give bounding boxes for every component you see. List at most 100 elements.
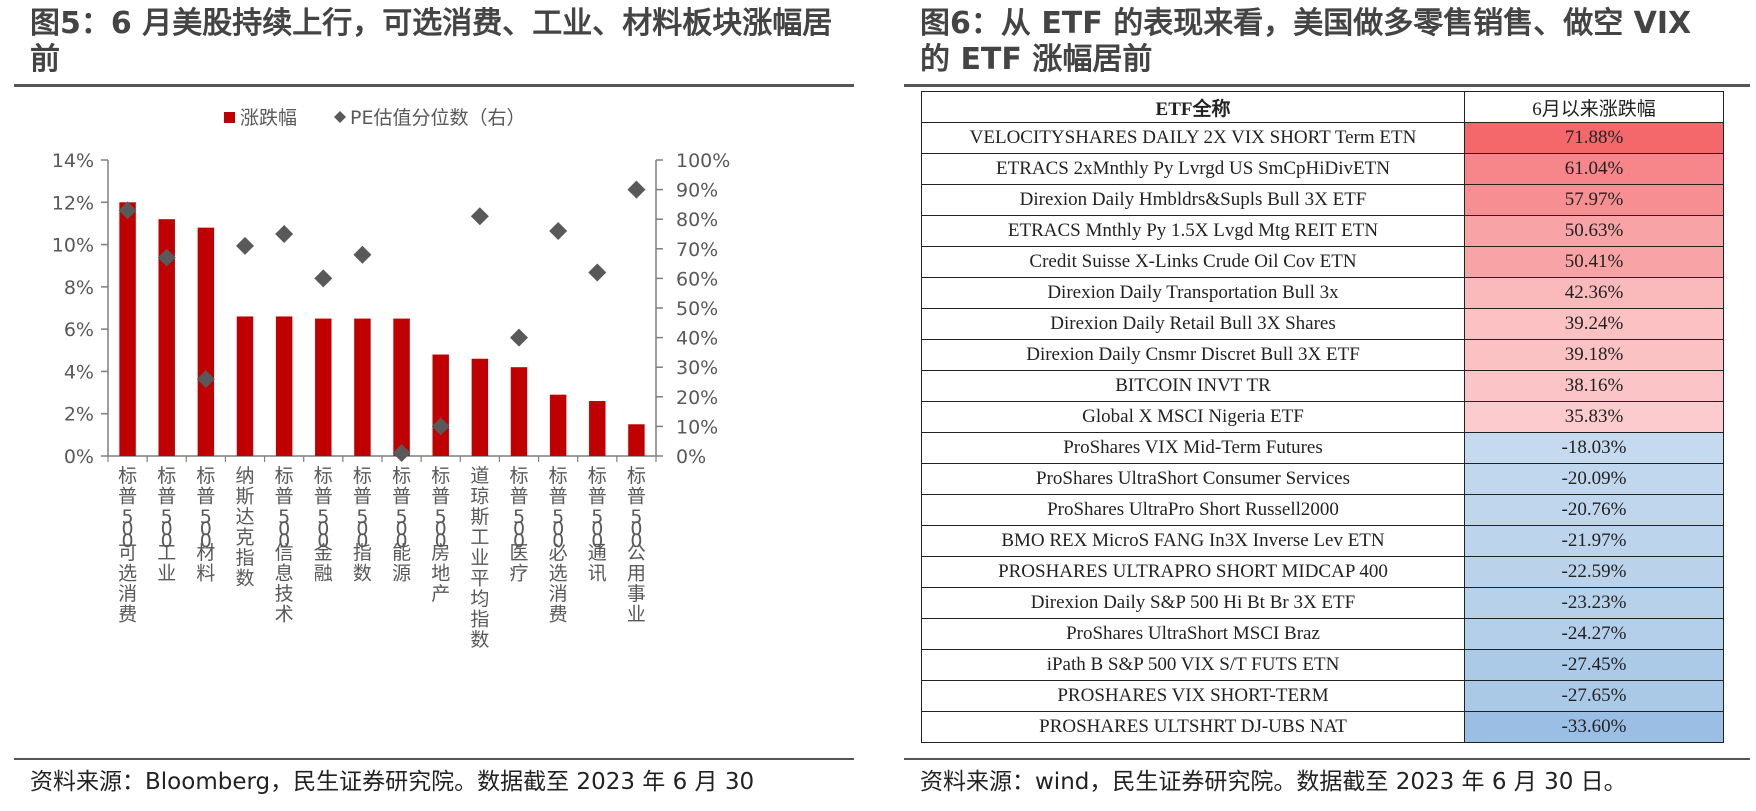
category-label: 纳斯达克指数 [235, 465, 254, 590]
pe-marker [549, 222, 568, 241]
chart-axes: 0% 2% 4% 6% 8% 10% 12% 14% 0% 10% 20% 30% 40% 50% 60% 7… [52, 150, 731, 468]
etf-name-cell: ProShares UltraPro Short Russell2000 [921, 494, 1465, 526]
etf-name-cell: Global X MSCI Nigeria ETF [921, 401, 1465, 433]
etf-change-cell: -20.76% [1464, 494, 1724, 526]
right-figure-title: 图6：从 ETF 的表现来看，美国做多零售销售、做空 VIX 的 ETF 涨幅居… [920, 6, 1692, 77]
bar [158, 219, 175, 456]
category-label: 标普 5 0 0 信息技术 [275, 465, 294, 626]
etf-change-cell: -23.23% [1464, 587, 1724, 619]
etf-change-cell: 35.83% [1464, 401, 1724, 433]
etf-change-cell: -18.03% [1464, 432, 1724, 464]
left-axis-tick-label: 14% [52, 150, 94, 172]
etf-name-cell: ProShares UltraShort Consumer Services [921, 463, 1465, 495]
right-axis-tick-label: 100% [676, 150, 730, 172]
right-axis-tick-label: 80% [676, 209, 718, 231]
pe-marker [627, 180, 646, 199]
etf-name-cell: Direxion Daily Hmbldrs&Supls Bull 3X ETF [921, 184, 1465, 216]
category-label: 标普 5 0 0 医疗 [509, 465, 528, 585]
bar [471, 358, 489, 456]
right-axis-tick-label: 50% [676, 298, 718, 320]
left-axis-tick-label: 4% [64, 361, 94, 383]
table-row: Direxion Daily Hmbldrs&Supls Bull 3X ETF… [921, 184, 1724, 216]
bar [315, 318, 332, 456]
etf-name-cell: VELOCITYSHARES DAILY 2X VIX SHORT Term E… [921, 122, 1465, 154]
etf-name-cell: Direxion Daily Cnsmr Discret Bull 3X ETF [921, 339, 1465, 371]
category-label: 标普 5 0 0 指数 [353, 465, 372, 585]
legend-diamond-label: PE估值分位数（右） [350, 107, 525, 129]
left-axis-tick-label: 10% [52, 235, 94, 257]
etf-change-cell: 57.97% [1464, 184, 1724, 216]
table-row: iPath B S&P 500 VIX S/T FUTS ETN -27.45% [921, 649, 1724, 681]
bar [628, 424, 645, 456]
etf-change-cell: 71.88% [1464, 122, 1724, 154]
right-axis-tick-label: 40% [676, 328, 718, 350]
etf-change-cell: -27.65% [1464, 680, 1724, 712]
etf-name-cell: Direxion Daily S&P 500 Hi Bt Br 3X ETF [921, 587, 1465, 619]
bar [236, 316, 254, 456]
pe-marker [236, 236, 254, 255]
etf-name-cell: PROSHARES ULTSHRT DJ-UBS NAT [921, 711, 1465, 743]
bar [354, 318, 371, 456]
category-label: 标普 5 0 0 金融 [314, 465, 333, 585]
bar [432, 354, 449, 456]
table-row: Direxion Daily Transportation Bull 3x 42.… [921, 277, 1724, 309]
chart-legend: 涨跌幅 PE估值分位数（右） [224, 107, 525, 129]
left-figure-title: 图5：6 月美股持续上行，可选消费、工业、材料板块涨幅居前 [30, 6, 833, 77]
legend-bar-label: 涨跌幅 [240, 107, 297, 129]
pe-marker [353, 245, 372, 264]
left-source-note: 资料来源：Bloomberg，民生证券研究院。数据截至 2023 年 6 月 3… [30, 769, 755, 795]
category-labels: 标普 5 0 0 可选消费 标普 5 0 0 工业 标普 5 0 0 材料 纳斯达克指数 标普 5 0 0 信息技术 标普… [118, 465, 646, 651]
etf-name-cell: Credit Suisse X-Links Crude Oil Cov ETN [921, 246, 1465, 278]
right-axis-tick-label: 30% [676, 357, 718, 379]
table-row: PROSHARES ULTSHRT DJ-UBS NAT -33.60% [921, 711, 1724, 743]
pe-marker [314, 269, 333, 288]
pe-marker [588, 263, 607, 282]
bar-series [119, 202, 645, 456]
etf-name-cell: BITCOIN INVT TR [921, 370, 1465, 402]
etf-change-cell: 42.36% [1464, 277, 1724, 309]
category-label: 道琼斯工业平均指数 [470, 465, 489, 651]
bar [589, 401, 606, 456]
left-axis-tick-label: 8% [64, 277, 94, 299]
pe-marker [196, 370, 215, 389]
left-axis-tick-label: 6% [64, 319, 94, 341]
right-title-rule [904, 84, 1750, 87]
pe-marker [510, 328, 528, 347]
right-axis-tick-label: 60% [676, 268, 718, 290]
etf-change-cell: 39.18% [1464, 339, 1724, 371]
left-axis-tick-label: 12% [52, 192, 94, 214]
etf-performance-table: ETF全称 6月以来涨跌幅 VELOCITYSHARES DAILY 2X VI… [921, 91, 1724, 743]
etf-name-cell: iPath B S&P 500 VIX S/T FUTS ETN [921, 649, 1465, 681]
table-row: Direxion Daily S&P 500 Hi Bt Br 3X ETF -2… [921, 587, 1724, 619]
etf-change-cell: -24.27% [1464, 618, 1724, 650]
pe-marker [275, 225, 294, 243]
table-row: ProShares UltraPro Short Russell2000 -20.… [921, 494, 1724, 526]
etf-name-cell: ETRACS Mnthly Py 1.5X Lvgd Mtg REIT ETN [921, 215, 1465, 247]
table-row: ProShares UltraShort MSCI Braz -24.27% [921, 618, 1724, 650]
etf-change-cell: 38.16% [1464, 370, 1724, 402]
left-axis-tick-label: 0% [64, 446, 94, 468]
pe-percentile-series [118, 180, 646, 463]
table-row: ETRACS Mnthly Py 1.5X Lvgd Mtg REIT ETN 5… [921, 215, 1724, 247]
right-source-note: 资料来源：wind，民生证券研究院。数据截至 2023 年 6 月 30 日。 [920, 769, 1627, 795]
table-row: ETRACS 2xMnthly Py Lvrgd US SmCpHiDivETN… [921, 153, 1724, 185]
table-row: ProShares VIX Mid-Term Futures -18.03% [921, 432, 1724, 464]
etf-name-cell: Direxion Daily Transportation Bull 3x [921, 277, 1465, 309]
table-row: Direxion Daily Retail Bull 3X Shares 39.2… [921, 308, 1724, 340]
left-bottom-rule [14, 758, 854, 760]
etf-change-cell: -21.97% [1464, 525, 1724, 557]
table-row: ProShares UltraShort Consumer Services -2… [921, 463, 1724, 495]
right-axis-tick-label: 0% [676, 446, 706, 468]
category-label: 标普 5 0 0 房地产 [431, 465, 450, 605]
table-row: Credit Suisse X-Links Crude Oil Cov ETN 5… [921, 246, 1724, 278]
etf-name-cell: BMO REX MicroS FANG In3X Inverse Lev ETN [921, 525, 1465, 557]
table-row: BITCOIN INVT TR 38.16% [921, 370, 1724, 402]
category-label: 标普 5 0 0 通讯 [588, 465, 607, 585]
etf-change-cell: 50.63% [1464, 215, 1724, 247]
bar [393, 318, 410, 456]
left-title-rule [14, 84, 854, 87]
table-row: VELOCITYSHARES DAILY 2X VIX SHORT Term E… [921, 122, 1724, 154]
pe-marker [470, 207, 489, 226]
category-label: 标普 5 0 0 工业 [157, 465, 176, 585]
etf-change-cell: -20.09% [1464, 463, 1724, 495]
